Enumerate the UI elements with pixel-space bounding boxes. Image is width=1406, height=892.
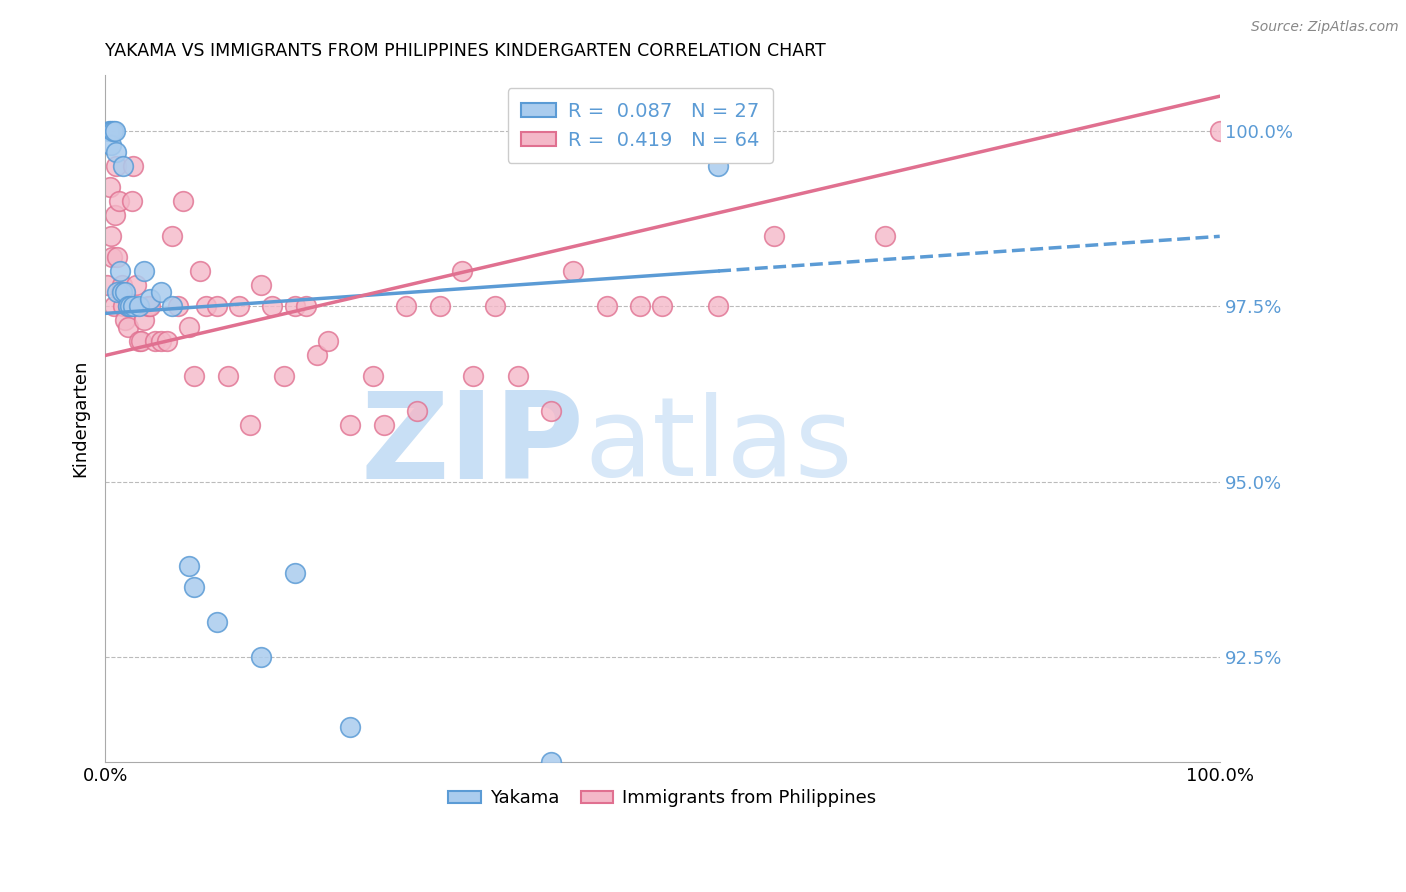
Point <box>373 418 395 433</box>
Point <box>172 194 194 209</box>
Point <box>100 229 122 244</box>
Point <box>110 285 132 300</box>
Point <box>228 299 250 313</box>
Point <box>239 418 262 433</box>
Point <box>395 299 418 313</box>
Point <box>101 251 124 265</box>
Point <box>183 580 205 594</box>
Point <box>316 334 339 349</box>
Point <box>103 299 125 313</box>
Point <box>188 264 211 278</box>
Point <box>406 404 429 418</box>
Point <box>96 278 118 293</box>
Point <box>139 299 162 313</box>
Point <box>108 264 131 278</box>
Point <box>111 285 134 300</box>
Point <box>112 159 135 173</box>
Point <box>217 369 239 384</box>
Point <box>100 138 122 153</box>
Point <box>707 159 730 173</box>
Point <box>111 278 134 293</box>
Point <box>128 334 150 349</box>
Point <box>104 124 127 138</box>
Point <box>117 299 139 313</box>
Point <box>98 180 121 194</box>
Point <box>461 369 484 384</box>
Point <box>121 194 143 209</box>
Point <box>651 299 673 313</box>
Text: YAKAMA VS IMMIGRANTS FROM PHILIPPINES KINDERGARTEN CORRELATION CHART: YAKAMA VS IMMIGRANTS FROM PHILIPPINES KI… <box>105 42 825 60</box>
Point <box>129 334 152 349</box>
Point <box>136 299 159 313</box>
Point <box>450 264 472 278</box>
Point <box>107 251 129 265</box>
Point <box>540 404 562 418</box>
Point <box>122 159 145 173</box>
Point <box>139 293 162 307</box>
Point <box>107 194 129 209</box>
Point <box>339 418 361 433</box>
Text: ZIP: ZIP <box>361 387 585 505</box>
Point <box>339 720 361 734</box>
Point <box>429 299 451 313</box>
Point <box>104 208 127 222</box>
Point <box>177 558 200 573</box>
Point <box>596 299 619 313</box>
Point <box>875 229 897 244</box>
Point <box>107 285 129 300</box>
Point <box>105 145 128 160</box>
Y-axis label: Kindergarten: Kindergarten <box>72 359 89 477</box>
Point <box>194 299 217 313</box>
Point <box>262 299 284 313</box>
Point <box>250 649 273 664</box>
Point <box>562 264 585 278</box>
Point <box>117 299 139 313</box>
Point <box>273 369 295 384</box>
Point <box>118 299 141 313</box>
Point <box>177 320 200 334</box>
Point <box>97 124 120 138</box>
Point <box>183 369 205 384</box>
Point <box>155 334 177 349</box>
Point <box>628 299 651 313</box>
Point <box>112 299 135 313</box>
Text: atlas: atlas <box>585 392 853 500</box>
Point <box>160 229 183 244</box>
Point <box>134 264 156 278</box>
Point <box>105 159 128 173</box>
Point <box>284 299 307 313</box>
Point <box>118 299 141 313</box>
Point <box>134 313 156 327</box>
Point <box>1209 124 1232 138</box>
Point <box>101 124 124 138</box>
Point <box>160 299 183 313</box>
Point <box>250 278 273 293</box>
Point <box>707 299 730 313</box>
Point <box>506 369 529 384</box>
Point <box>540 755 562 769</box>
Point <box>117 320 139 334</box>
Point <box>128 299 150 313</box>
Text: Source: ZipAtlas.com: Source: ZipAtlas.com <box>1251 20 1399 34</box>
Point <box>166 299 188 313</box>
Point <box>114 313 136 327</box>
Point <box>125 278 148 293</box>
Point <box>295 299 318 313</box>
Point <box>762 229 785 244</box>
Point <box>205 299 228 313</box>
Point <box>122 299 145 313</box>
Point <box>100 124 122 138</box>
Point <box>145 334 167 349</box>
Point <box>205 615 228 629</box>
Point <box>114 285 136 300</box>
Point <box>361 369 384 384</box>
Point <box>484 299 506 313</box>
Point <box>149 285 172 300</box>
Point <box>305 348 328 362</box>
Point <box>284 566 307 580</box>
Legend: Yakama, Immigrants from Philippines: Yakama, Immigrants from Philippines <box>441 782 884 814</box>
Point <box>149 334 172 349</box>
